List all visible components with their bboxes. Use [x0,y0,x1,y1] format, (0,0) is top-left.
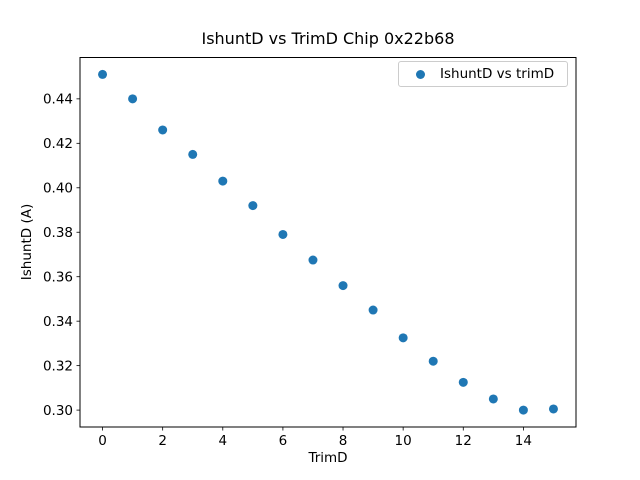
scatter-point [248,201,258,211]
scatter-point [218,176,228,186]
scatter-point [128,94,138,104]
x-tick-label: 12 [455,433,472,449]
y-tick-label: 0.32 [43,358,73,374]
x-tick-label: 10 [395,433,412,449]
y-tick-label: 0.38 [43,225,73,241]
scatter-point [188,149,198,159]
scatter-point [398,333,408,343]
x-axis-label: TrimD [308,450,348,466]
x-tick-label: 14 [515,433,532,449]
scatter-point [548,404,558,414]
y-tick-label: 0.42 [43,136,73,152]
y-tick-label: 0.44 [43,92,73,108]
scatter-point [518,405,528,415]
chart-title: IshuntD vs TrimD Chip 0x22b68 [201,29,455,48]
y-tick-label: 0.36 [43,270,73,286]
x-tick-label: 8 [339,433,348,449]
scatter-point [458,377,468,387]
scatter-point [428,356,438,366]
scatter-point [308,255,318,265]
legend: IshuntD vs trimD [398,61,568,87]
legend-marker-icon [416,69,425,79]
y-tick-label: 0.30 [43,403,73,419]
y-tick-label: 0.34 [43,314,73,330]
scatter-point [98,69,108,79]
scatter-point [338,281,348,291]
scatter-point [368,305,378,315]
y-tick-label: 0.40 [43,181,73,197]
scatter-point [278,229,288,239]
x-tick-label: 0 [98,433,107,449]
x-tick-label: 2 [158,433,167,449]
scatter-point [158,125,168,135]
x-tick-label: 4 [218,433,227,449]
plot-frame [79,57,577,428]
legend-label: IshuntD vs trimD [440,66,555,82]
x-tick-label: 6 [279,433,288,449]
scatter-point [488,394,498,404]
